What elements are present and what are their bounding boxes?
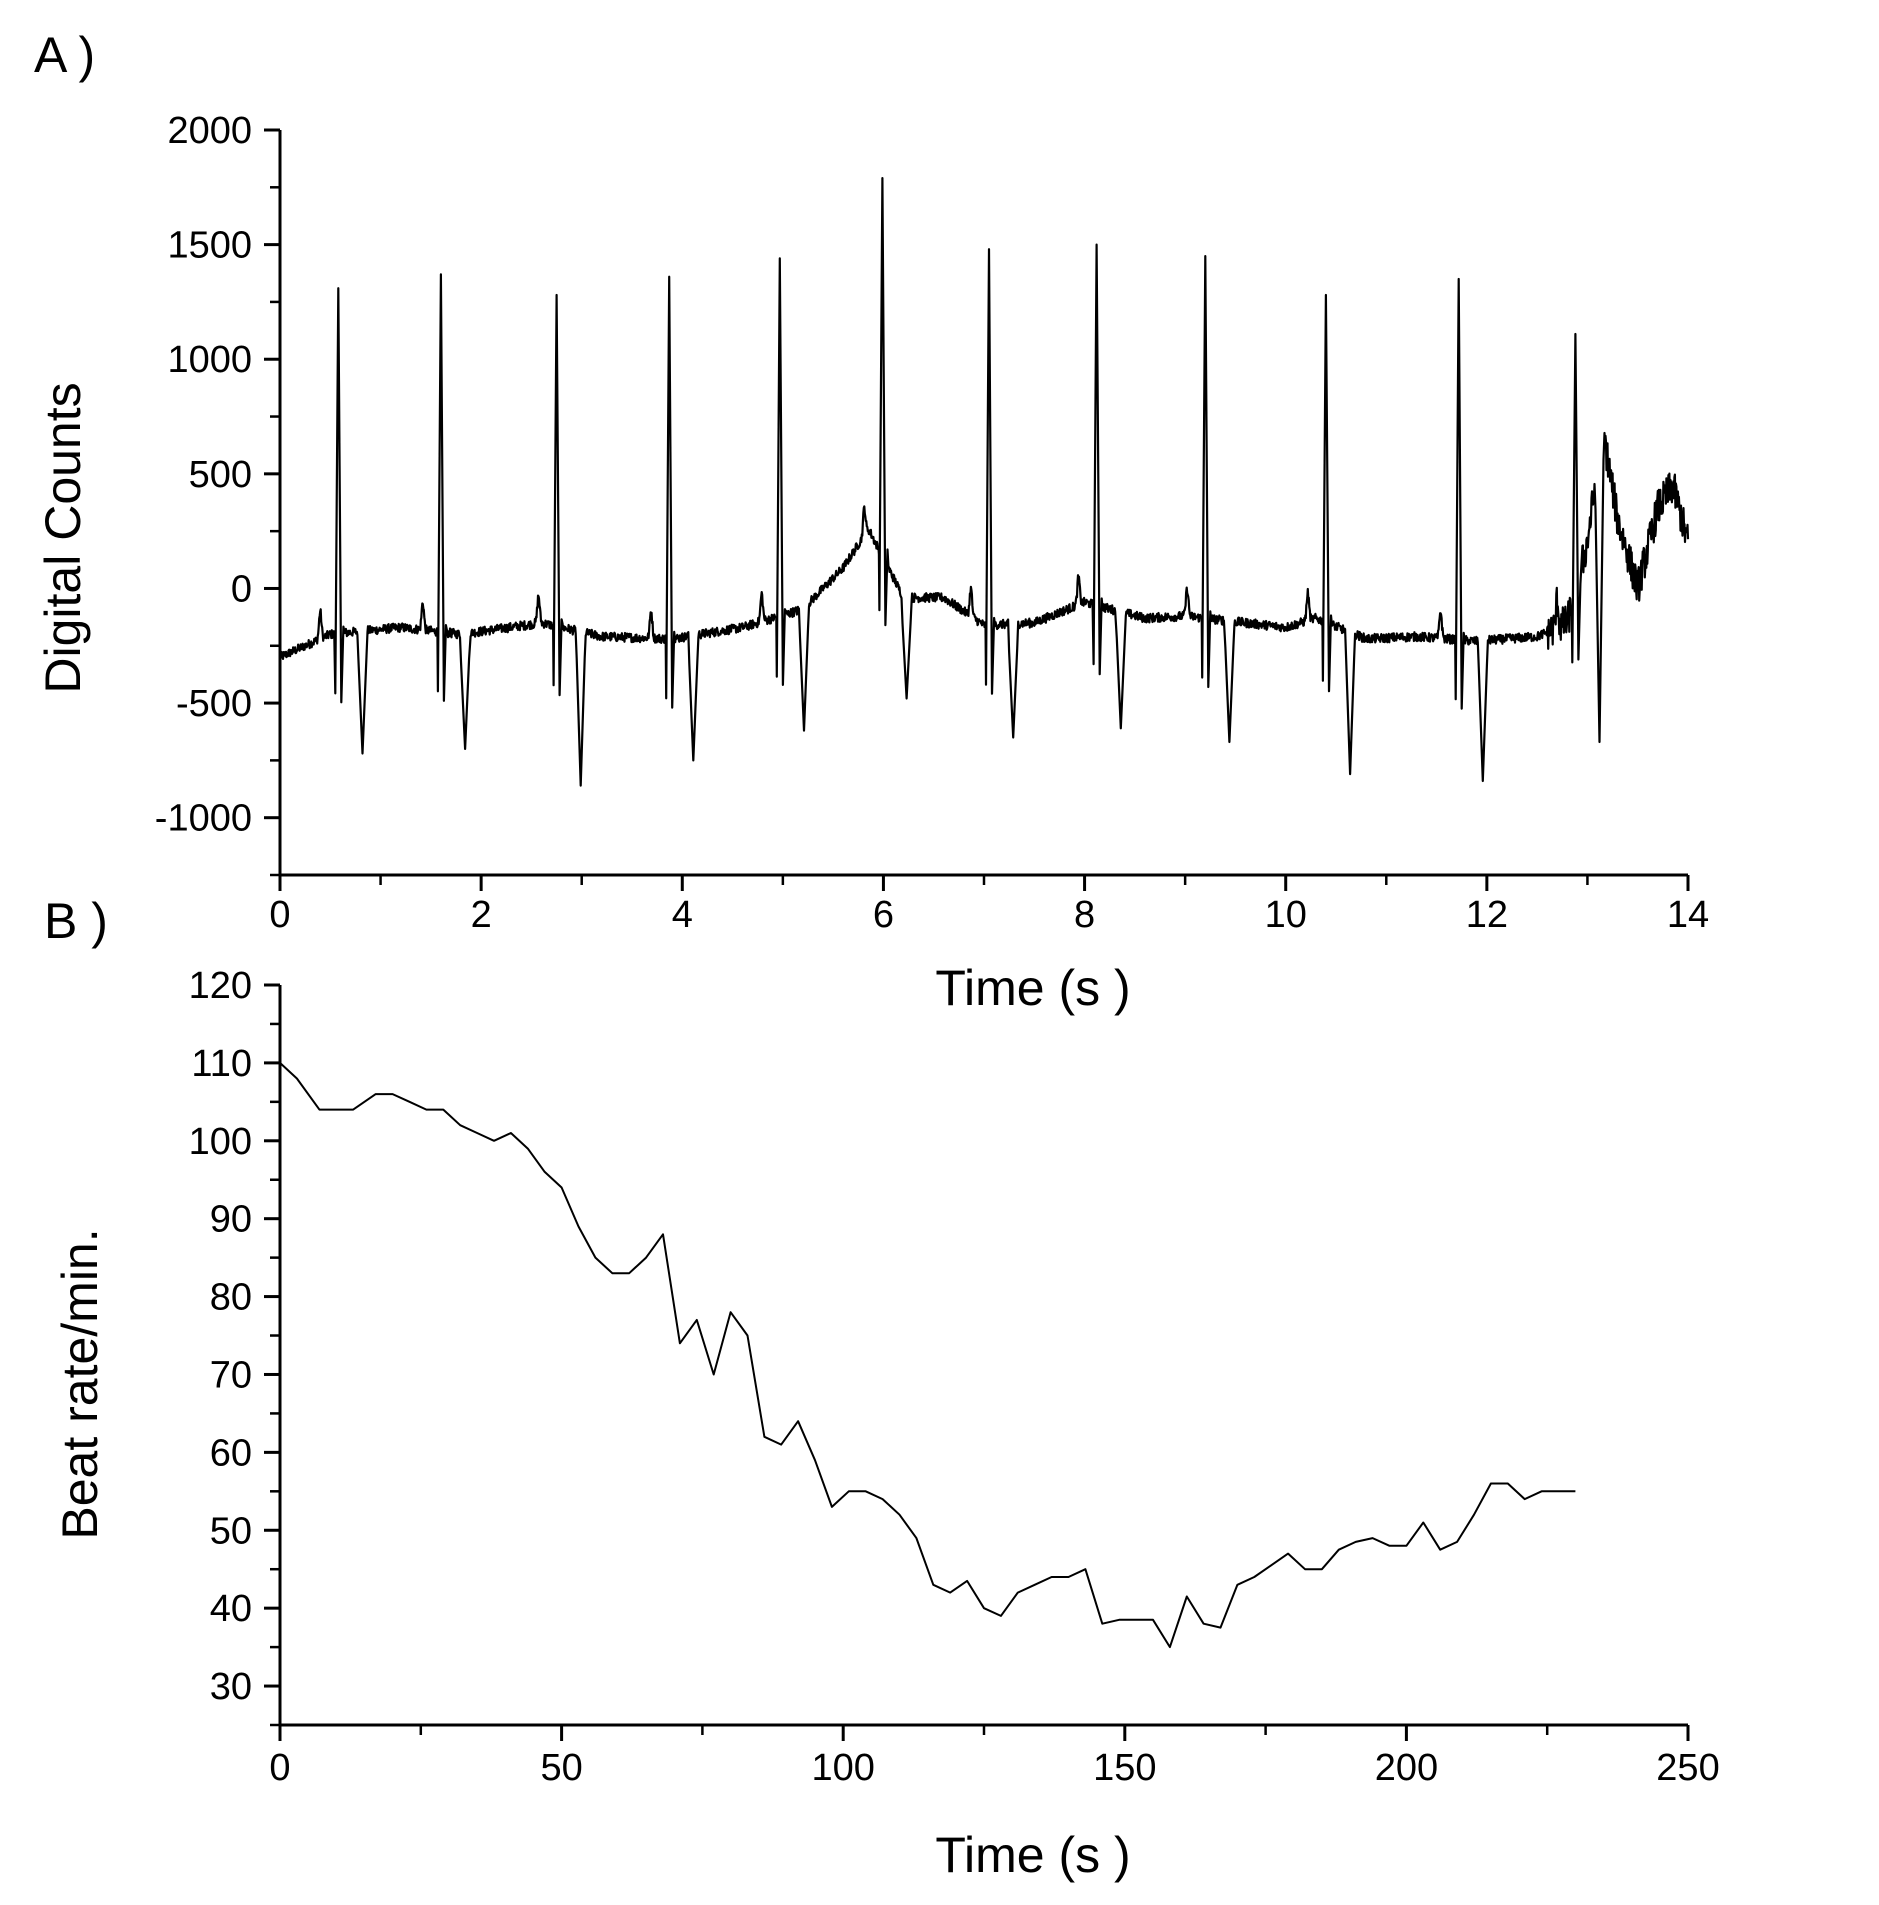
panel-a: A ) 0 2 4 6 8 10 12 14 -1000 -500 0 500 1000 1500 2000… — [34, 27, 1709, 1016]
b-x-tick-label: 200 — [1375, 1747, 1438, 1789]
b-y-tick-label: 60 — [210, 1432, 252, 1474]
b-x-tick-label: 100 — [811, 1747, 874, 1789]
b-y-tick-label: 110 — [191, 1043, 252, 1085]
panel-b-x-axis-title: Time (s ) — [935, 1827, 1130, 1883]
b-y-tick-label: 100 — [189, 1121, 252, 1163]
a-y-tick-label: 1500 — [167, 225, 252, 267]
b-y-tick-label: 30 — [210, 1666, 252, 1708]
b-y-tick-label: 70 — [210, 1354, 252, 1396]
panel-a-ticks: 0 2 4 6 8 10 12 14 -1000 -500 0 500 1000 1500 2000 — [155, 110, 1709, 936]
panel-b: B ) 0 50 100 150 200 250304050607080901001101… — [44, 893, 1720, 1883]
b-x-tick-label: 250 — [1656, 1747, 1719, 1789]
panel-b-label: B ) — [44, 893, 108, 949]
b-x-tick-label: 50 — [540, 1747, 582, 1789]
a-x-tick-label: 0 — [269, 894, 290, 936]
a-y-tick-label: 0 — [231, 568, 252, 610]
a-x-tick-label: 6 — [873, 894, 894, 936]
b-x-tick-label: 150 — [1093, 1747, 1156, 1789]
a-y-tick-label: -500 — [176, 683, 252, 725]
panel-b-series — [279, 1062, 1576, 1649]
panel-a-y-axis-title: Digital Counts — [35, 382, 91, 693]
panel-a-x-axis-title: Time (s ) — [935, 960, 1130, 1016]
a-y-tick-label: 500 — [189, 454, 252, 496]
a-y-tick-label: -1000 — [155, 798, 252, 840]
a-x-tick-label: 4 — [672, 894, 693, 936]
a-x-tick-label: 10 — [1265, 894, 1307, 936]
b-y-tick-label: 90 — [210, 1199, 252, 1241]
a-y-tick-label: 2000 — [167, 110, 252, 152]
panel-b-y-axis-title: Beat rate/min. — [52, 1228, 108, 1539]
panel-b-ticks: 0 50 100 150 200 250 30 40 50 60 70 80 90 100 110 120 — [189, 965, 1720, 1789]
a-x-tick-label: 2 — [471, 894, 492, 936]
a-x-tick-label: 14 — [1667, 894, 1709, 936]
b-y-tick-label: 40 — [210, 1588, 252, 1630]
b-y-tick-label: 80 — [210, 1277, 252, 1319]
panel-a-trace — [278, 177, 1690, 787]
ecg-trace-line — [278, 177, 1690, 787]
beat-rate-line — [279, 1062, 1576, 1649]
panel-a-label: A ) — [34, 27, 95, 83]
a-x-tick-label: 12 — [1466, 894, 1508, 936]
b-y-tick-label: 50 — [210, 1510, 252, 1552]
a-y-tick-label: 1000 — [167, 339, 252, 381]
b-y-tick-label: 120 — [189, 965, 252, 1007]
b-x-tick-label: 0 — [269, 1747, 290, 1789]
a-x-tick-label: 8 — [1074, 894, 1095, 936]
